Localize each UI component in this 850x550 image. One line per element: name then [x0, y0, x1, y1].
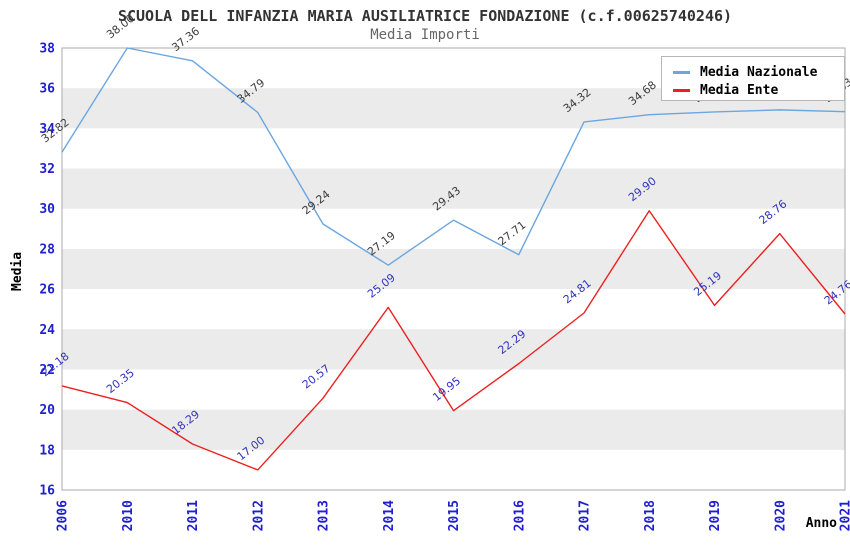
y-tick-label: 34: [39, 122, 55, 137]
x-tick-label: 2016: [512, 500, 527, 531]
y-tick-label: 36: [39, 82, 55, 97]
y-tick-label: 30: [39, 202, 55, 217]
y-grid-band: [62, 409, 845, 450]
legend-label-media-nazionale: Media Nazionale: [700, 64, 818, 80]
legend-label-media-ente: Media Ente: [700, 82, 779, 98]
y-tick-label: 18: [39, 443, 55, 458]
plot-border: [61, 47, 846, 491]
line-media-ente: [61, 210, 846, 471]
y-tick-label: 20: [39, 403, 55, 418]
legend-item-media-nazionale: Media Nazionale: [673, 63, 844, 81]
y-axis-title: Media: [10, 252, 25, 291]
x-tick-label: 2019: [708, 500, 723, 531]
y-tick-label: 26: [39, 283, 55, 298]
y-tick-label: 16: [39, 484, 55, 499]
x-tick-label: 2013: [317, 500, 332, 531]
chart-subtitle: Media Importi: [370, 27, 480, 43]
y-tick-label: 32: [39, 162, 55, 177]
x-tick-label: 2017: [578, 500, 593, 531]
y-grid-band: [62, 168, 845, 209]
legend-swatch-red-line: [673, 88, 690, 92]
y-tick-label: 38: [39, 42, 55, 57]
y-grid-band: [62, 248, 845, 290]
x-tick-label: 2020: [773, 500, 788, 531]
chart-title: SCUOLA DELL INFANZIA MARIA AUSILIATRICE …: [117, 7, 733, 25]
legend-swatch-blue-line: [673, 70, 690, 74]
x-tick-label: 2006: [56, 500, 71, 531]
y-grid-band: [62, 329, 845, 370]
x-tick-label: 2014: [382, 500, 397, 531]
value-label: 37.36: [169, 25, 202, 55]
x-tick-label: 2015: [447, 500, 462, 531]
x-tick-label: 2021: [839, 500, 850, 531]
x-tick-label: 2010: [121, 500, 136, 531]
y-tick-label: 28: [39, 242, 55, 257]
y-tick-label: 22: [39, 363, 55, 378]
y-tick-label: 24: [39, 323, 55, 338]
value-label: 20.35: [104, 366, 137, 396]
x-axis-title: Anno: [806, 516, 837, 531]
legend-item-media-ente: Media Ente: [673, 81, 844, 99]
x-tick-label: 2012: [251, 500, 266, 531]
line-media-nazionale: [61, 47, 846, 266]
x-tick-label: 2018: [643, 500, 658, 531]
x-tick-label: 2011: [186, 500, 201, 531]
value-label: 32.82: [39, 116, 72, 146]
legend: Media Nazionale Media Ente: [661, 56, 845, 101]
value-label: 38.00: [104, 12, 137, 42]
